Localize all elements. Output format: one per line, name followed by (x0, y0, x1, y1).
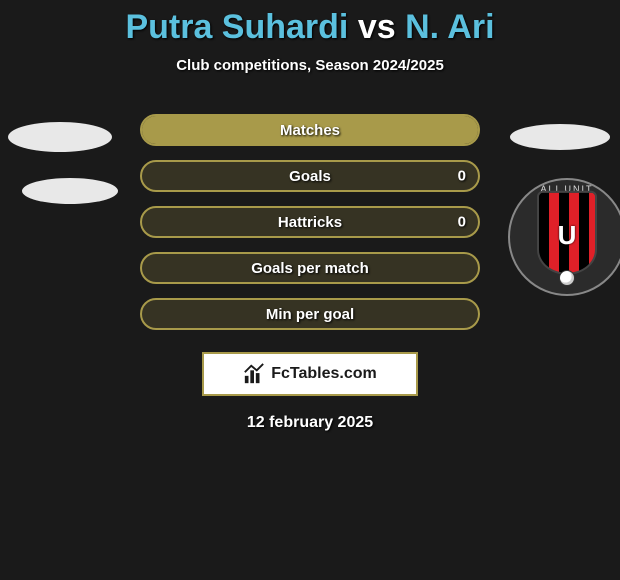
page-title: Putra Suhardi vs N. Ari (0, 0, 620, 47)
stat-label: Goals per match (251, 260, 369, 277)
stat-bar: Hattricks 0 (140, 206, 480, 238)
brand-box[interactable]: FcTables.com (202, 352, 418, 396)
stat-fill-right (364, 116, 478, 144)
date-text: 12 february 2025 (0, 414, 620, 432)
stat-value-right: 0 (458, 214, 466, 231)
stat-bar: Goals per match (140, 252, 480, 284)
club-badge: ALI UNIT U (508, 178, 620, 296)
bar-chart-icon (243, 363, 265, 385)
vs-text: vs (358, 8, 396, 46)
stat-label: Min per goal (266, 306, 354, 323)
stat-bar: 2Matches1 (140, 114, 480, 146)
stat-value-right: 0 (458, 168, 466, 185)
stat-bar: Min per goal (140, 298, 480, 330)
player2-name: N. Ari (405, 8, 494, 46)
brand-text: FcTables.com (271, 365, 377, 383)
subtitle: Club competitions, Season 2024/2025 (0, 57, 620, 74)
soccer-ball-icon (559, 270, 575, 286)
stat-label: Goals (289, 168, 331, 185)
stat-bar: Goals 0 (140, 160, 480, 192)
badge-letter: U (558, 220, 577, 251)
stat-label: Matches (280, 122, 340, 139)
stat-label: Hattricks (278, 214, 342, 231)
player1-name: Putra Suhardi (125, 8, 348, 46)
